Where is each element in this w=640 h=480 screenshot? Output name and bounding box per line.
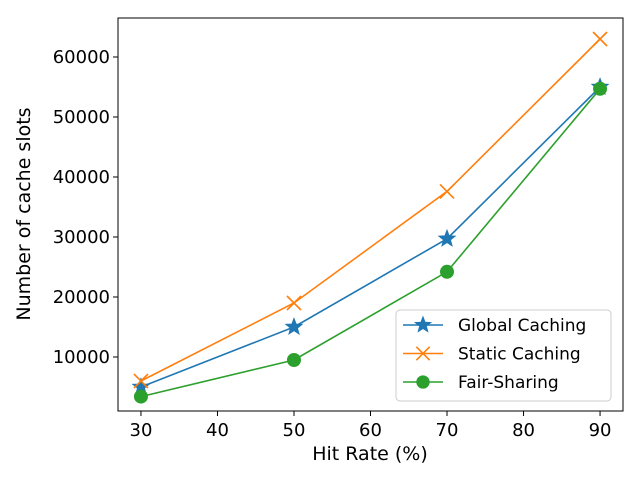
y-tick-label: 50000 [53, 107, 110, 128]
y-tick-label: 10000 [53, 347, 110, 368]
data-point-static-caching [439, 183, 455, 199]
legend-item-global-caching: Global Caching [403, 315, 586, 336]
data-point-fair-sharing [440, 264, 455, 279]
x-tick-label: 70 [436, 420, 459, 441]
x-axis-label: Hit Rate (%) [312, 443, 428, 465]
x-axis-ticks: 30 40 50 60 70 80 90 [130, 411, 612, 441]
legend-frame [395, 309, 612, 402]
series-line-static-caching [140, 38, 601, 382]
series-line-fair-sharing [140, 88, 601, 398]
data-point-static-caching [286, 295, 302, 311]
data-point-global-caching [437, 228, 457, 247]
x-tick-label: 90 [589, 420, 612, 441]
data-point-global-caching [284, 317, 304, 336]
y-axis-ticks: 10000 20000 30000 40000 50000 60000 [53, 47, 118, 368]
series-lines [140, 38, 601, 398]
legend-marker [415, 346, 431, 361]
legend-marker [413, 315, 433, 333]
legend-label: Fair-Sharing [458, 373, 559, 393]
x-tick-label: 80 [512, 420, 535, 441]
legend-label: Global Caching [458, 316, 586, 336]
x-tick-label: 30 [130, 420, 153, 441]
y-tick-label: 20000 [53, 287, 110, 308]
legend-item-fair-sharing: Fair-Sharing [403, 373, 559, 393]
y-tick-label: 30000 [53, 227, 110, 248]
legend-item-static-caching: Static Caching [403, 345, 581, 365]
x-tick-label: 40 [206, 420, 229, 441]
y-tick-label: 40000 [53, 167, 110, 188]
data-point-fair-sharing [286, 353, 301, 367]
data-point-fair-sharing [133, 389, 148, 404]
x-tick-label: 60 [359, 420, 382, 441]
x-tick-label: 50 [283, 420, 306, 441]
legend-label: Static Caching [458, 345, 581, 365]
series-line-global-caching [140, 86, 601, 388]
legend: Global Caching Static Caching Fair-Sharing [395, 309, 612, 402]
legend-entries: Global Caching Static Caching Fair-Sharing [403, 315, 586, 393]
series-markers [131, 31, 610, 404]
data-point-fair-sharing [593, 81, 608, 96]
data-point-static-caching [592, 31, 608, 47]
legend-marker [416, 375, 430, 389]
data-point-static-caching [133, 373, 149, 389]
y-tick-label: 60000 [53, 47, 110, 68]
y-axis-label: Number of cache slots [13, 107, 35, 320]
